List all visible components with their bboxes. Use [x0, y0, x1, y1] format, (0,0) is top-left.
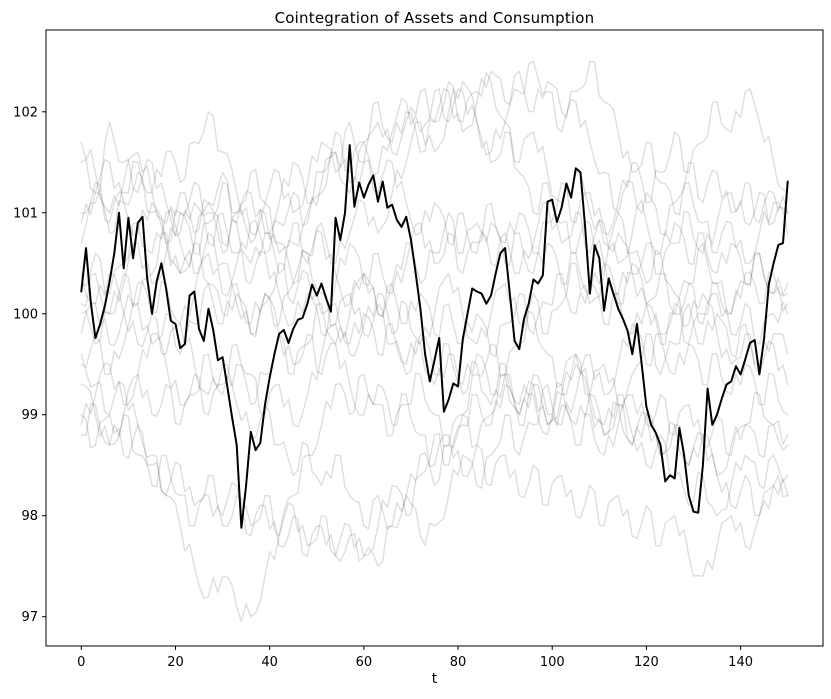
y-tick-label: 102 — [13, 105, 38, 120]
background-series-asset-08 — [80, 121, 789, 345]
background-series-asset-01 — [80, 80, 789, 345]
background-series-lines — [80, 60, 789, 623]
background-series-asset-06 — [80, 232, 789, 428]
chart-title: Cointegration of Assets and Consumption — [274, 9, 595, 27]
y-tick-label: 98 — [21, 509, 38, 524]
background-series-asset-02 — [80, 111, 789, 476]
y-tick-label: 100 — [13, 307, 38, 322]
x-tick-label: 140 — [728, 655, 753, 670]
background-series-asset-05 — [80, 60, 789, 312]
x-tick-label: 40 — [261, 655, 278, 670]
background-series-asset-10 — [80, 303, 789, 567]
x-tick-label: 120 — [634, 655, 659, 670]
x-tick-label: 60 — [356, 655, 373, 670]
axes: 0 20 40 60 80 100 120 140 97 98 99 100 101 102 — [13, 29, 824, 670]
x-tick-label: 80 — [450, 655, 467, 670]
x-tick-label: 20 — [167, 655, 184, 670]
background-series-asset-07 — [80, 158, 789, 577]
background-series-asset-16 — [80, 272, 789, 547]
highlight-series-line — [80, 144, 789, 529]
background-series-asset-09 — [80, 60, 789, 347]
x-tick-label: 100 — [540, 655, 565, 670]
y-tick-label: 101 — [13, 206, 38, 221]
background-series-asset-13 — [80, 161, 789, 446]
highlight-series-consumption — [80, 144, 789, 529]
background-series-asset-12 — [80, 141, 789, 357]
background-series-asset-11 — [80, 121, 789, 517]
plot-border — [45, 29, 824, 647]
x-tick-label: 0 — [77, 655, 85, 670]
y-tick-label: 99 — [21, 408, 38, 423]
x-axis-label: t — [431, 671, 438, 687]
y-tick-label: 97 — [21, 610, 38, 625]
background-series-asset-04 — [80, 383, 789, 557]
background-series-asset-14 — [80, 71, 789, 386]
